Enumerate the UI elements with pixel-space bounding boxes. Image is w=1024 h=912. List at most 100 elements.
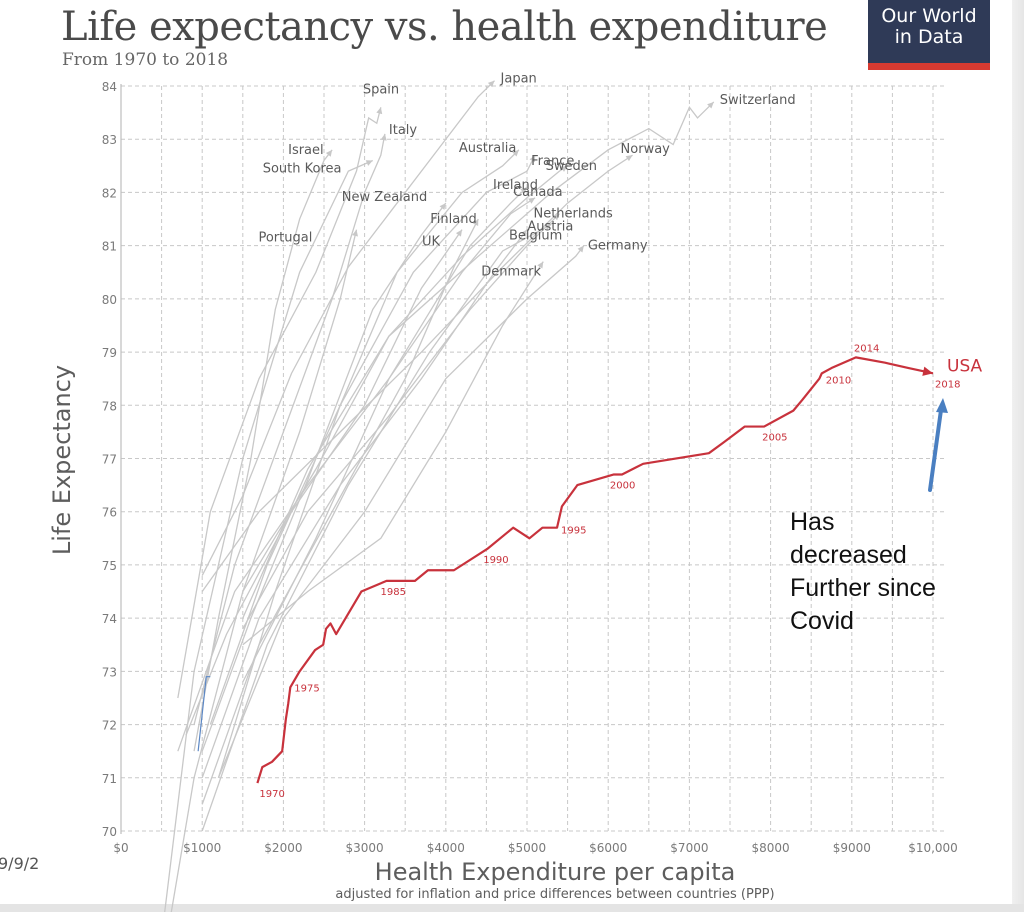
y-tick-label: 80 <box>102 293 117 307</box>
window-bottom-edge <box>0 904 1024 912</box>
usa-year-label: 1990 <box>483 555 508 566</box>
country-arrow-sweden <box>560 165 568 172</box>
owid-logo[interactable]: Our World in Data <box>868 0 990 70</box>
country-arrow-uk <box>455 229 463 237</box>
country-arrow-new-zealand <box>439 203 446 210</box>
country-label-denmark: Denmark <box>481 265 541 280</box>
country-label-ireland: Ireland <box>493 178 538 193</box>
y-tick-label: 75 <box>102 559 117 573</box>
usa-line-group: USA 1970 1975 1985 1990 1995 2000 2005 2010 2014 2… <box>256 343 983 800</box>
country-label-belgium: Belgium <box>509 229 562 244</box>
logo-red-bar <box>868 63 990 70</box>
country-label-switzerland: Switzerland <box>720 93 796 108</box>
country-label-israel: Israel <box>288 143 324 158</box>
country-arrow-south-korea <box>365 160 373 166</box>
country-arrow-switzerland <box>707 101 714 109</box>
logo-line-2: in Data <box>894 26 964 48</box>
y-tick-label: 77 <box>102 453 117 467</box>
y-tick-label: 79 <box>102 346 117 360</box>
usa-arrow-icon <box>922 366 933 376</box>
x-tick-label: $4000 <box>427 841 465 855</box>
country-arrow-ireland <box>520 187 527 194</box>
x-tick-label: $8000 <box>752 841 790 855</box>
country-line-austria <box>201 223 552 832</box>
y-tick-label: 72 <box>102 719 117 733</box>
country-arrow-portugal <box>352 229 359 237</box>
x-tick-label: $2000 <box>264 841 302 855</box>
country-line-finland <box>201 218 479 805</box>
country-arrow-israel <box>325 149 333 157</box>
y-tick-label: 70 <box>102 825 117 839</box>
x-tick-label: $9000 <box>833 841 871 855</box>
annotation-line: Has <box>790 508 835 536</box>
annotation-arrow-icon <box>936 398 948 413</box>
annotation-line: Further since <box>790 574 936 602</box>
country-line-japan <box>201 80 495 576</box>
country-arrow-italy <box>380 133 387 141</box>
y-tick-label: 78 <box>102 399 117 413</box>
country-arrow-canada <box>528 197 536 204</box>
country-line-france <box>209 154 536 725</box>
country-label-austria: Austria <box>527 219 573 234</box>
chart-subtitle: From 1970 to 2018 <box>62 50 229 70</box>
country-lines: Japan Switzerland Norway Spain Italy Israel So… <box>164 72 796 912</box>
country-label-australia: Australia <box>459 141 517 156</box>
axes: 70 71 72 73 74 75 76 77 78 79 80 81 82 83 84 $0 $1000 $20… <box>102 80 958 855</box>
covid-annotation: Has decreased Further since Covid <box>790 506 936 638</box>
chart-title: Life expectancy vs. health expenditure <box>61 4 828 50</box>
y-axis-label: Life Expectancy <box>48 364 76 556</box>
x-tick-label: $10,000 <box>908 841 958 855</box>
country-label-south-korea: South Korea <box>263 162 342 177</box>
country-line-norway <box>201 154 633 592</box>
annotation-arrow-shaft <box>928 408 943 492</box>
country-line-new-zealand <box>201 202 447 752</box>
logo-line-1: Our World <box>881 5 977 27</box>
usa-year-label: 2018 <box>935 379 960 390</box>
country-label-spain: Spain <box>363 82 399 97</box>
y-tick-label: 84 <box>102 80 117 94</box>
annotation-line: decreased <box>790 541 907 569</box>
window-edge <box>1012 0 1024 912</box>
country-line-portugal <box>170 229 358 912</box>
y-tick-label: 81 <box>102 240 117 254</box>
country-line-uk <box>185 229 463 736</box>
usa-year-label: 2014 <box>854 343 879 354</box>
country-line-sweden <box>242 165 568 592</box>
country-label-france: France <box>531 154 574 169</box>
country-label-uk: UK <box>422 235 441 250</box>
annotation-line: Covid <box>790 607 854 635</box>
x-tick-label: $0 <box>113 841 128 855</box>
country-label-portugal: Portugal <box>258 231 312 246</box>
usa-year-label: 1995 <box>561 526 586 537</box>
country-line-switzerland <box>242 101 715 619</box>
usa-year-label: 2005 <box>762 433 787 444</box>
y-tick-label: 76 <box>102 506 117 520</box>
country-line-israel <box>193 149 333 752</box>
country-arrow-norway <box>625 155 633 162</box>
country-label-italy: Italy <box>389 123 418 138</box>
x-tick-label: $5000 <box>508 841 546 855</box>
country-line-spain <box>177 107 382 699</box>
country-line-italy <box>193 133 386 725</box>
country-arrow-netherlands <box>552 213 560 221</box>
x-tick-label: $7000 <box>670 841 708 855</box>
annotation-arrow-group <box>928 398 948 492</box>
country-line-belgium <box>201 229 528 779</box>
country-label-new-zealand: New Zealand <box>342 190 427 205</box>
country-label-canada: Canada <box>513 185 562 200</box>
country-line-germany <box>217 245 585 779</box>
y-tick-label: 83 <box>102 133 117 147</box>
country-label-finland: Finland <box>430 212 476 227</box>
country-arrow-finland <box>472 219 479 227</box>
country-arrow-belgium <box>520 229 527 237</box>
country-arrow-japan <box>487 80 495 88</box>
usa-year-label: 1975 <box>294 683 319 694</box>
usa-year-label: 2000 <box>610 480 635 491</box>
country-arrow-austria <box>544 224 552 231</box>
y-tick-label: 74 <box>102 612 117 626</box>
country-line-south-korea <box>164 159 373 912</box>
x-axis-label: Health Expenditure per capita <box>374 858 736 886</box>
country-arrow-denmark <box>537 261 544 269</box>
country-label-netherlands: Netherlands <box>533 207 612 222</box>
